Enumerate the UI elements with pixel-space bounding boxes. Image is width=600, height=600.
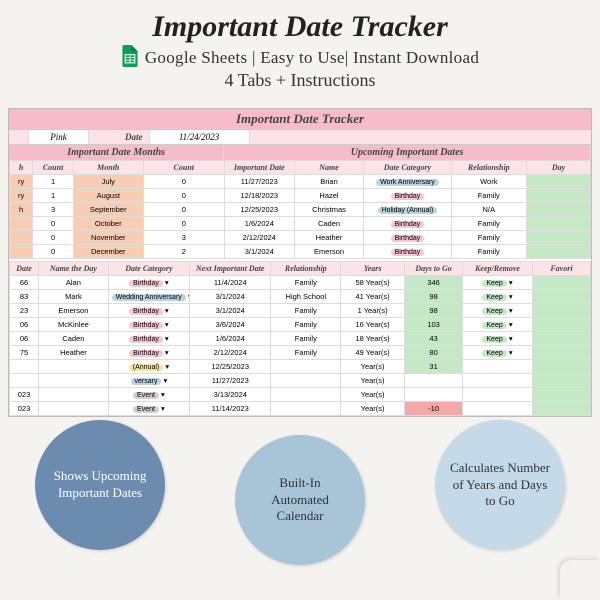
section-headers: Important Date Months Upcoming Important… (9, 145, 591, 160)
table-row: 66AlanBirthday ▾11/4/2024Family58 Year(s… (10, 276, 591, 290)
lower-table: Date Name the Day Date Category Next Imp… (9, 261, 591, 416)
table-row: 023Event ▾11/14/2023Year(s)-10 (10, 402, 591, 416)
table-row: versary ▾11/27/2023Year(s) (10, 374, 591, 388)
table-row: ry1August012/18/2023HazelBirthdayFamily (10, 189, 591, 203)
theme-row: Pink Date 11/24/2023 (9, 130, 591, 145)
table-row: 06McKinleeBirthday ▾3/6/2024Family16 Yea… (10, 318, 591, 332)
table-row: 06CadenBirthday ▾1/6/2024Family18 Year(s… (10, 332, 591, 346)
table-row: 023Event ▾3/13/2024Year(s) (10, 388, 591, 402)
table-row: 0October01/6/2024CadenBirthdayFamily (10, 217, 591, 231)
theme-dropdown[interactable]: Pink (29, 130, 89, 144)
feature-bubble-3: Calculates Number of Years and Days to G… (435, 420, 565, 550)
table-row: 0December23/1/2024EmersonBirthdayFamily (10, 245, 591, 259)
table-row: 23EmersonBirthday ▾3/1/2024Family1 Year(… (10, 304, 591, 318)
sheet-title: Important Date Tracker (9, 109, 591, 130)
table-row: h3September012/25/2023ChristmasHoliday (… (10, 203, 591, 217)
feature-bubble-2: Built-In Automated Calendar (235, 435, 365, 565)
page-curl (560, 560, 600, 600)
hero-header: Important Date Tracker Google Sheets | E… (0, 0, 600, 96)
col-header-row-2: Date Name the Day Date Category Next Imp… (10, 262, 591, 276)
subtitle-2: 4 Tabs + Instructions (0, 70, 600, 91)
section1-title: Important Date Months (9, 145, 224, 160)
table-row: ry1July011/27/2023BrianWork AnniversaryW… (10, 175, 591, 189)
table-row: 75HeatherBirthday ▾2/12/2024Family49 Yea… (10, 346, 591, 360)
google-sheets-icon (121, 45, 139, 67)
table-row: 83MarkWedding Anniversary ▾3/1/2024High … (10, 290, 591, 304)
date-label: Date (119, 130, 150, 144)
feature-bubble-1: Shows Upcoming Important Dates (35, 420, 165, 550)
subtitle-1: Google Sheets | Easy to Use| Instant Dow… (145, 48, 479, 68)
table-row: 0November32/12/2024HeatherBirthdayFamily (10, 231, 591, 245)
date-value: 11/24/2023 (150, 130, 250, 144)
section2-title: Upcoming Important Dates (224, 145, 591, 160)
main-title: Important Date Tracker (0, 10, 600, 44)
spreadsheet-preview: Important Date Tracker Pink Date 11/24/2… (8, 108, 592, 417)
upper-table: h Count Month Count Important Date Name … (9, 160, 591, 259)
col-header-row: h Count Month Count Important Date Name … (10, 161, 591, 175)
table-row: (Annual) ▾12/25/2023Year(s)31 (10, 360, 591, 374)
